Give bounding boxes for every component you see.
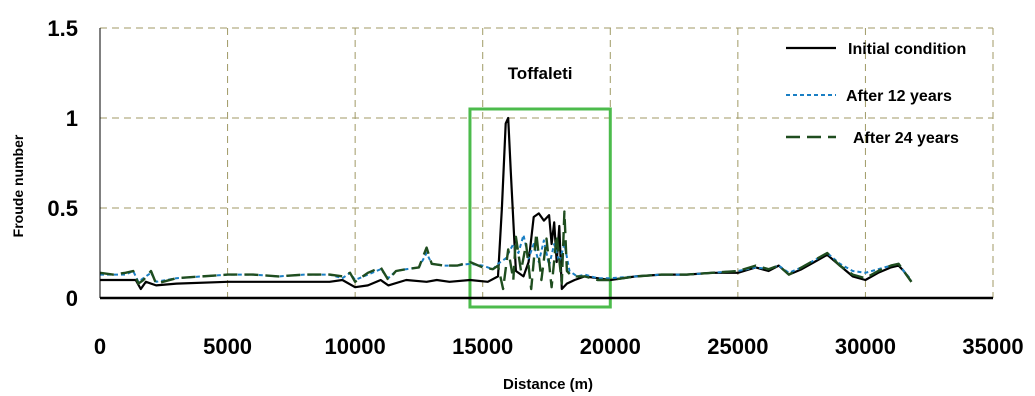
x-tick-label-3: 15000: [452, 334, 513, 359]
y-tick-label-3: 1.5: [47, 16, 78, 41]
x-tick-label-6: 30000: [835, 334, 896, 359]
series-lines: [99, 116, 913, 291]
axes: [99, 28, 993, 300]
x-tick-label-2: 10000: [325, 334, 386, 359]
y-tick-label-0: 0: [66, 286, 78, 311]
legend-label-1: After 12 years: [846, 88, 952, 105]
y-axis-title: Froude number: [10, 134, 26, 237]
legend-label-2: After 24 years: [853, 130, 959, 147]
annotation-group: Toffaleti: [468, 64, 612, 309]
x-tick-label-1: 5000: [203, 334, 252, 359]
y-tick-label-2: 1: [66, 106, 78, 131]
toffaleti-highlight-box: [468, 107, 612, 309]
legend: Initial condition After 12 years After 24 …: [786, 41, 966, 147]
x-tick-label-4: 20000: [580, 334, 641, 359]
legend-label-0: Initial condition: [848, 41, 966, 58]
y-tick-label-1: 0.5: [47, 196, 78, 221]
toffaleti-annotation-label: Toffaleti: [508, 64, 573, 83]
tick-labels: 0 5000 10000 15000 20000 25000 30000 35000 0 0.5 1…: [47, 16, 1023, 359]
series-line-0: [100, 116, 913, 291]
x-axis-title: Distance (m): [503, 376, 593, 393]
x-tick-label-5: 25000: [707, 334, 768, 359]
x-tick-label-0: 0: [94, 334, 106, 359]
x-tick-label-7: 35000: [962, 334, 1023, 359]
series-line-2: [99, 210, 913, 291]
